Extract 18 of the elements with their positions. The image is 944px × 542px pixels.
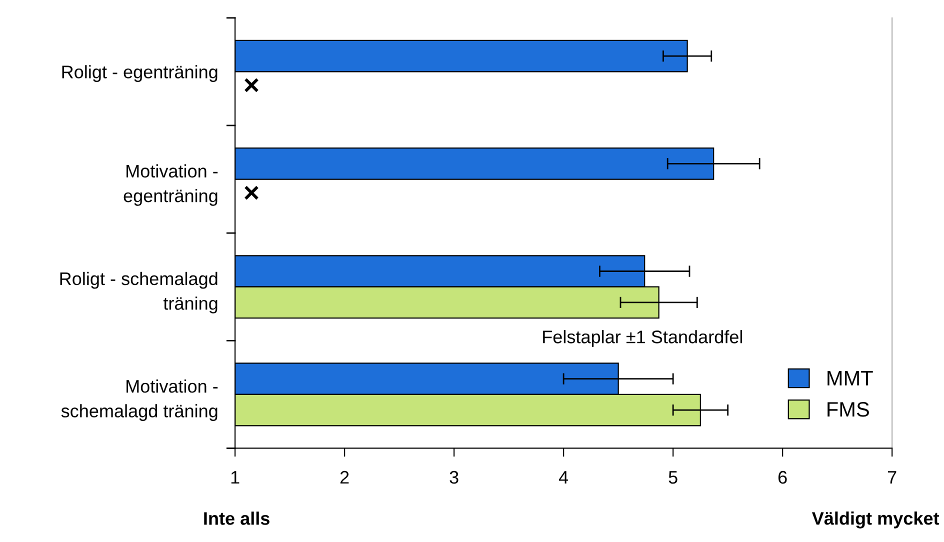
x-tick-label: 5 (668, 471, 678, 484)
legend-label: FMS (828, 402, 869, 417)
legend-label: MMT (828, 371, 873, 386)
y-tick-label: Roligt - egenträning (62, 65, 218, 82)
annotation: × (244, 78, 258, 92)
y-tick-label: Motivation - schemalagd träning (61, 379, 218, 421)
x-tick-label: 2 (340, 470, 349, 484)
x-tick-label: 4 (558, 471, 568, 484)
x-tick-label: 3 (450, 470, 458, 484)
annotation: × (244, 186, 258, 200)
annotation: Felstaplar ±1 Standardfel (543, 330, 742, 347)
text: Inte alls (204, 512, 270, 525)
y-tick-label: Motivation - egenträning (124, 164, 218, 206)
x-tick-label: 1 (231, 471, 240, 484)
x-tick-label: 6 (778, 470, 787, 484)
y-tick-label: Roligt - schemalagd träning (60, 272, 218, 314)
text: Väldigt mycket (812, 512, 940, 528)
x-tick-label: 7 (888, 471, 896, 484)
